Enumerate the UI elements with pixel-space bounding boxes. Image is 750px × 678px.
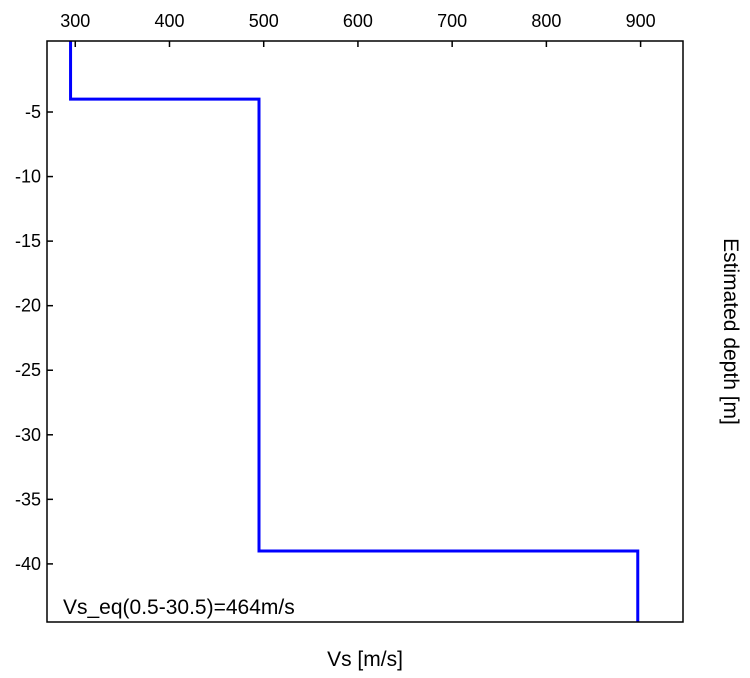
- y-tick-label--40: -40: [15, 554, 41, 574]
- y-tick-label--5: -5: [25, 102, 41, 122]
- y-tick-label--15: -15: [15, 231, 41, 251]
- x-tick-label-900: 900: [626, 11, 656, 31]
- y-tick-label--25: -25: [15, 360, 41, 380]
- x-tick-label-400: 400: [154, 11, 184, 31]
- x-axis-label: Vs [m/s]: [327, 648, 403, 671]
- y-tick-label--20: -20: [15, 296, 41, 316]
- x-tick-label-700: 700: [437, 11, 467, 31]
- y-axis-label: Estimated depth [m]: [719, 238, 742, 425]
- x-tick-label-300: 300: [60, 11, 90, 31]
- x-tick-label-800: 800: [531, 11, 561, 31]
- y-tick-label--30: -30: [15, 425, 41, 445]
- vs-profile-line-0: [69, 41, 640, 622]
- plot-frame: [46, 40, 684, 623]
- vs-eq-annotation: Vs_eq(0.5-30.5)=464m/s: [63, 596, 295, 619]
- y-tick-label--10: -10: [15, 167, 41, 187]
- x-tick-label-600: 600: [343, 11, 373, 31]
- x-tick-label-500: 500: [249, 11, 279, 31]
- y-tick-label--35: -35: [15, 489, 41, 509]
